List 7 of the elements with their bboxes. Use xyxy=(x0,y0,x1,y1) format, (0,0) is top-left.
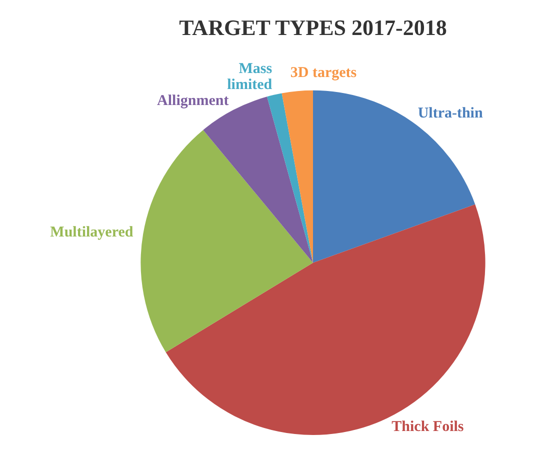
slice-label: 3D targets xyxy=(290,65,357,82)
slice-label: Mass limited xyxy=(227,60,273,93)
chart-title: TARGET TYPES 2017-2018 xyxy=(179,14,447,40)
slice-label: Thick Foils xyxy=(392,419,464,436)
slice-label: Ultra-thin xyxy=(418,105,484,122)
slice-label: Allignment xyxy=(157,92,229,109)
slice-label: Multilayered xyxy=(50,224,134,240)
